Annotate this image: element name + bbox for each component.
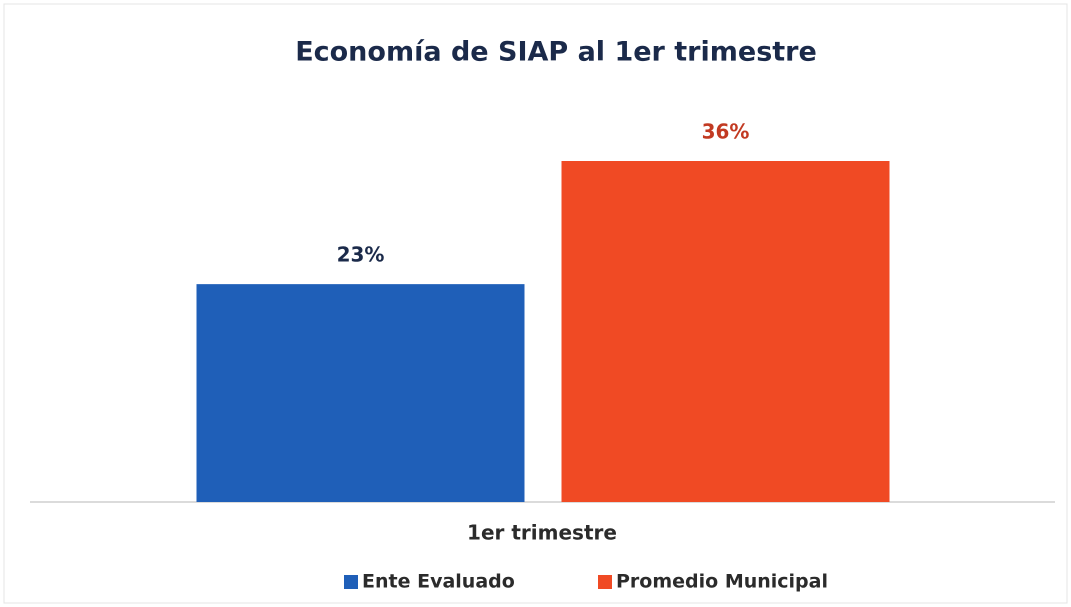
legend-label: Ente Evaluado bbox=[362, 571, 515, 593]
chart-frame bbox=[3, 3, 1068, 604]
legend-swatch bbox=[598, 575, 612, 589]
value-label: 36% bbox=[702, 120, 750, 144]
value-label: 23% bbox=[337, 243, 385, 267]
legend-label: Promedio Municipal bbox=[616, 571, 828, 593]
bar bbox=[561, 161, 890, 502]
bar bbox=[196, 284, 525, 502]
chart-title: Economía de SIAP al 1er trimestre bbox=[295, 37, 817, 68]
legend-swatch bbox=[344, 575, 358, 589]
x-tick-label: 1er trimestre bbox=[467, 521, 617, 545]
